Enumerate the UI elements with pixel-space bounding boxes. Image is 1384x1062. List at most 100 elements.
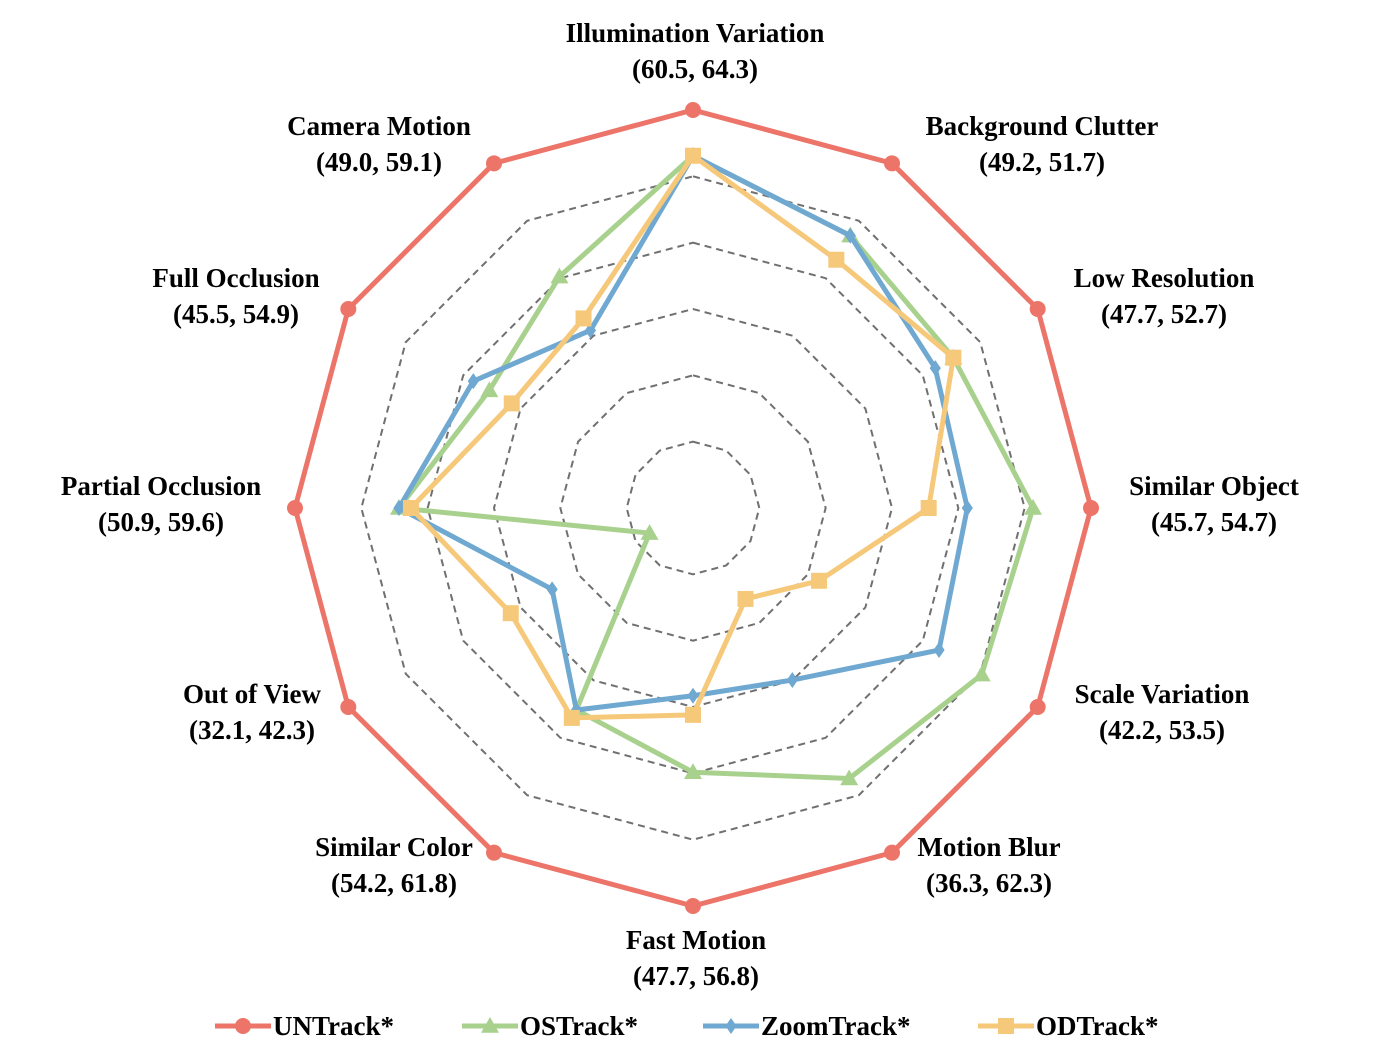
legend-label: ODTrack* <box>1036 1011 1159 1041</box>
point-untrack-similar-object <box>1083 500 1099 516</box>
axis-label-name: Motion Blur <box>917 832 1060 862</box>
axis-label-camera-motion: Camera Motion (49.0, 59.1) <box>287 111 471 177</box>
legend-item-zoomtrack: ZoomTrack* <box>703 1011 911 1041</box>
axis-label-fast-motion: Fast Motion (47.7, 56.8) <box>626 925 766 991</box>
point-zoomtrack-out-of-view <box>546 581 558 598</box>
axis-label-range: (49.0, 59.1) <box>316 147 442 177</box>
series-odtrack <box>402 147 962 726</box>
point-odtrack-background-clutter <box>828 251 845 268</box>
point-odtrack-full-occlusion <box>503 395 520 412</box>
grid-ring <box>360 175 1026 841</box>
axis-label-name: Low Resolution <box>1074 263 1255 293</box>
axis-label-full-occlusion: Full Occlusion (45.5, 54.9) <box>152 263 319 329</box>
point-ostrack-similar-object <box>1024 499 1043 515</box>
grid-ring <box>426 241 960 775</box>
axis-label-range: (49.2, 51.7) <box>979 147 1105 177</box>
axis-label-range: (50.9, 59.6) <box>98 507 224 537</box>
point-untrack-background-clutter <box>884 155 900 172</box>
axis-label-name: Partial Occlusion <box>61 471 261 501</box>
point-ostrack-camera-motion <box>550 267 569 284</box>
legend-marker <box>725 1018 737 1034</box>
point-untrack-partial-occlusion <box>287 500 303 516</box>
axis-label-background-clutter: Background Clutter (49.2, 51.7) <box>926 111 1159 177</box>
point-untrack-full-occlusion <box>340 301 357 317</box>
axis-label-name: Camera Motion <box>287 111 471 141</box>
series-untrack <box>287 102 1099 914</box>
point-untrack-out-of-view <box>340 699 357 715</box>
axis-label-motion-blur: Motion Blur (36.3, 62.3) <box>917 832 1060 898</box>
point-odtrack-camera-motion <box>575 310 592 327</box>
axis-label-name: Out of View <box>183 679 321 709</box>
point-odtrack-similar-object <box>920 500 937 516</box>
point-zoomtrack-fast-motion <box>687 687 699 704</box>
series-layer <box>287 102 1099 914</box>
point-odtrack-illumination-variation <box>685 147 701 164</box>
point-odtrack-motion-blur <box>737 590 754 607</box>
axis-label-name: Similar Object <box>1129 471 1299 501</box>
series-line-odtrack <box>408 153 956 721</box>
axis-label-range: (60.5, 64.3) <box>632 54 758 84</box>
legend-marker <box>998 1018 1014 1034</box>
axis-label-partial-occlusion: Partial Occlusion (50.9, 59.6) <box>61 471 261 537</box>
point-untrack-fast-motion <box>685 898 701 914</box>
axis-label-range: (47.7, 52.7) <box>1101 299 1227 329</box>
series-line-ostrack <box>396 153 1036 782</box>
axis-label-range: (47.7, 56.8) <box>633 961 759 991</box>
point-zoomtrack-background-clutter <box>844 227 856 244</box>
point-zoomtrack-low-resolution <box>929 360 941 377</box>
legend-label: ZoomTrack* <box>761 1011 911 1041</box>
legend-item-ostrack: OSTrack* <box>462 1011 638 1041</box>
point-odtrack-fast-motion <box>685 706 701 723</box>
axis-label-illumination-variation: Illumination Variation (60.5, 64.3) <box>566 18 825 84</box>
grid-ring <box>625 440 761 576</box>
point-zoomtrack-full-occlusion <box>467 373 479 390</box>
point-ostrack-fast-motion <box>684 763 702 779</box>
point-ostrack-scale-variation <box>972 665 991 682</box>
point-ostrack-out-of-view <box>640 524 659 540</box>
legend-label: UNTrack* <box>273 1011 394 1041</box>
point-zoomtrack-partial-occlusion <box>393 500 405 516</box>
point-untrack-motion-blur <box>884 844 900 861</box>
axis-label-similar-color: Similar Color (54.2, 61.8) <box>315 832 473 898</box>
legend-marker <box>235 1018 251 1034</box>
axis-label-name: Similar Color <box>315 832 473 862</box>
point-untrack-low-resolution <box>1029 301 1046 317</box>
axis-label-similar-object: Similar Object (45.7, 54.7) <box>1129 471 1299 537</box>
point-zoomtrack-scale-variation <box>933 642 945 659</box>
legend-item-odtrack: ODTrack* <box>978 1011 1159 1041</box>
point-untrack-illumination-variation <box>685 102 701 118</box>
point-odtrack-scale-variation <box>811 572 828 589</box>
point-zoomtrack-motion-blur <box>786 672 798 689</box>
axis-label-range: (32.1, 42.3) <box>189 715 315 745</box>
legend-item-untrack: UNTrack* <box>215 1011 394 1041</box>
point-ostrack-motion-blur <box>840 769 859 786</box>
axis-label-name: Scale Variation <box>1075 679 1250 709</box>
point-untrack-scale-variation <box>1029 699 1046 715</box>
grid-ring <box>559 374 827 642</box>
grid-ring <box>492 307 894 709</box>
axis-label-name: Full Occlusion <box>152 263 319 293</box>
legend: UNTrack* OSTrack* ZoomTrack* ODTrack* <box>215 1011 1159 1041</box>
axis-label-name: Background Clutter <box>926 111 1159 141</box>
legend-marker <box>481 1017 499 1033</box>
axis-label-name: Illumination Variation <box>566 18 825 48</box>
point-odtrack-partial-occlusion <box>402 500 419 516</box>
axis-label-range: (54.2, 61.8) <box>331 868 457 898</box>
series-ostrack <box>389 146 1043 786</box>
axis-label-low-resolution: Low Resolution (47.7, 52.7) <box>1074 263 1255 329</box>
axis-label-scale-variation: Scale Variation (42.2, 53.5) <box>1075 679 1250 745</box>
axis-label-range: (45.5, 54.9) <box>173 299 299 329</box>
point-odtrack-low-resolution <box>945 349 962 366</box>
axis-label-range: (36.3, 62.3) <box>926 868 1052 898</box>
point-untrack-similar-color <box>486 844 502 861</box>
axis-label-range: (45.7, 54.7) <box>1151 507 1277 537</box>
axis-label-name: Fast Motion <box>626 925 766 955</box>
point-odtrack-similar-color <box>563 709 580 726</box>
axis-label-out-of-view: Out of View (32.1, 42.3) <box>183 679 321 745</box>
point-odtrack-out-of-view <box>502 605 519 622</box>
axis-labels: Illumination Variation (60.5, 64.3) Backgr… <box>61 18 1299 991</box>
axis-label-range: (42.2, 53.5) <box>1099 715 1225 745</box>
point-zoomtrack-similar-object <box>961 500 973 516</box>
legend-label: OSTrack* <box>520 1011 638 1041</box>
